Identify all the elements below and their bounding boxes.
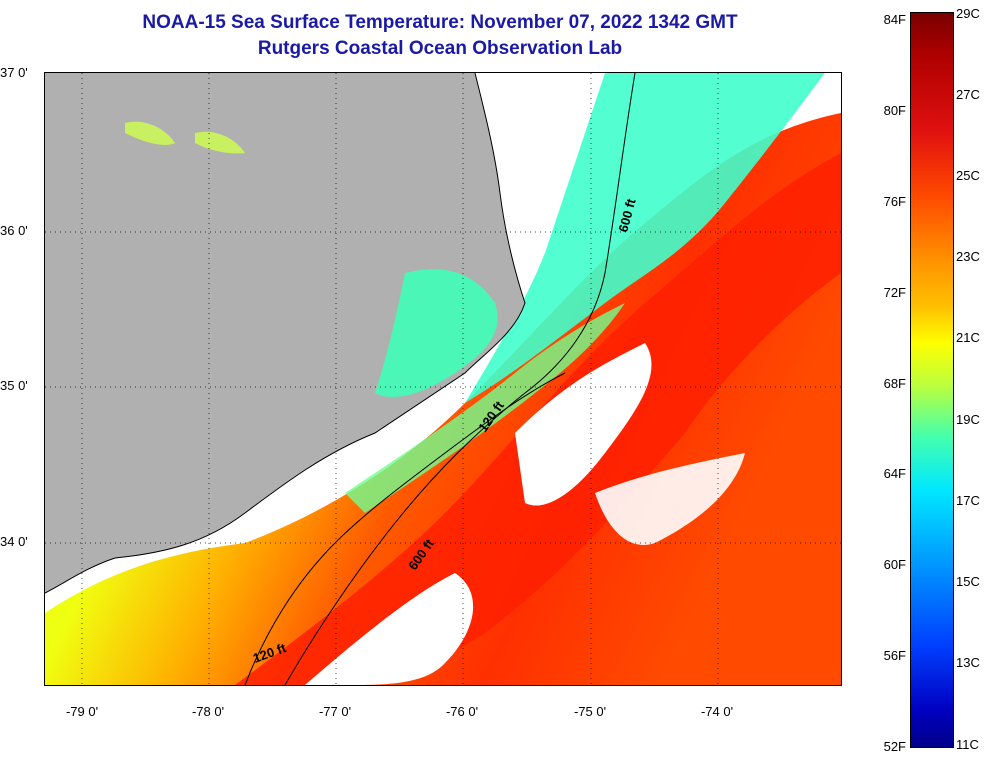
colorbar-f-80: 80F	[883, 103, 906, 118]
isobath-120ft	[244, 372, 566, 685]
sound-water	[195, 131, 245, 154]
colorbar-f-64: 64F	[883, 466, 906, 481]
no-data-patch	[595, 453, 745, 545]
colorbar-f-76: 76F	[883, 194, 906, 209]
lon-label-79: -79 0'	[65, 704, 99, 719]
colorbar-f-68: 68F	[883, 376, 906, 391]
map-title: NOAA-15 Sea Surface Temperature: Novembe…	[142, 12, 738, 33]
colorbar-f-52: 52F	[883, 739, 906, 754]
sst-map: 600 ft 120 ft 600 ft 120 ft	[44, 72, 842, 686]
cool-shelf-water	[465, 73, 825, 403]
colorbar-c-11: 11C	[956, 737, 979, 752]
colorbar-c-13: 13C	[956, 655, 980, 670]
colorbar-c-29: 29C	[956, 6, 980, 21]
green-water-band	[345, 303, 625, 513]
colorbar-c-27: 27C	[956, 87, 980, 102]
lat-label-37: 37 0'	[0, 65, 28, 80]
colorbar-c-19: 19C	[956, 412, 980, 427]
lon-label-74: -74 0'	[700, 704, 734, 719]
colorbar-f-56: 56F	[883, 648, 906, 663]
sound-water	[375, 269, 498, 397]
colorbar-f-84: 84F	[883, 12, 906, 27]
colorbar-f-72: 72F	[883, 285, 906, 300]
colorbar-c-21: 21C	[956, 330, 980, 345]
coastline	[45, 73, 526, 594]
lat-label-35: 35 0'	[0, 378, 28, 393]
colorbar-c-25: 25C	[956, 168, 980, 183]
sound-water	[125, 121, 175, 145]
map-subtitle: Rutgers Coastal Ocean Observation Lab	[257, 38, 623, 59]
lon-label-76: -76 0'	[445, 704, 479, 719]
land-mass	[45, 73, 525, 593]
lon-label-75: -75 0'	[573, 704, 607, 719]
no-data-patch	[305, 573, 474, 685]
lat-label-36: 36 0'	[0, 223, 28, 238]
colorbar-c-17: 17C	[956, 493, 980, 508]
lon-label-78: -78 0'	[191, 704, 225, 719]
isobath-600ft	[284, 73, 636, 685]
colorbar-c-15: 15C	[956, 574, 980, 589]
temperature-colorbar	[910, 12, 954, 748]
colorbar-f-60: 60F	[883, 557, 906, 572]
graticule	[45, 73, 841, 685]
no-data-patch	[475, 73, 605, 173]
sst-map-canvas: 600 ft 120 ft 600 ft 120 ft	[45, 73, 841, 685]
lon-label-77: -77 0'	[318, 704, 352, 719]
colorbar-c-23: 23C	[956, 249, 980, 264]
no-data-patch	[515, 343, 652, 506]
lat-label-34: 34 0'	[0, 534, 28, 549]
